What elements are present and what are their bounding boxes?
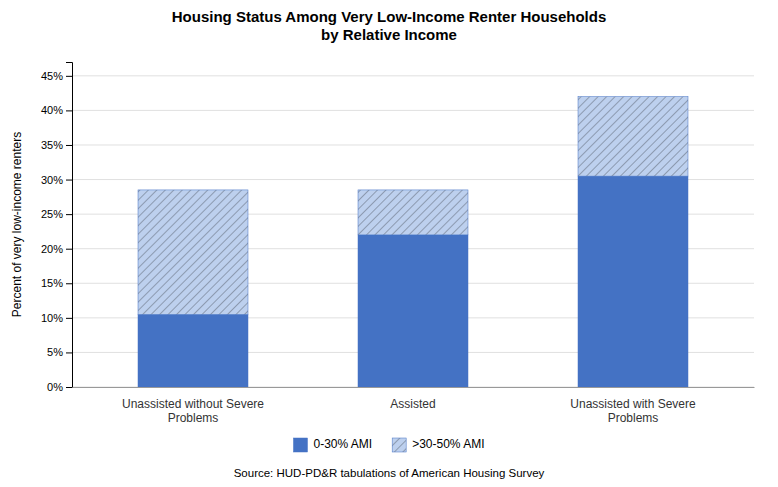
x-tick: Unassisted without SevereProblems (122, 387, 264, 425)
y-tick-mark (66, 145, 72, 146)
plot: 0% 5% 10% 15% 20% 25% 30% 35% 40% 45% Unassisted w… (41, 63, 755, 425)
bar (358, 235, 468, 387)
y-tick: 35% (41, 139, 72, 151)
x-axis: Unassisted without SevereProblems Assiste… (73, 387, 755, 425)
y-tick-mark (66, 214, 72, 215)
x-axis-line (73, 387, 755, 388)
x-tick-label: Unassisted with SevereProblems (570, 397, 696, 425)
y-tick: 25% (41, 208, 72, 220)
legend: 0-30% AMI >30-50% AMI (293, 437, 484, 452)
legend-swatch (392, 438, 406, 452)
y-tick-label: 20% (41, 243, 63, 255)
chart: 0% 5% 10% 15% 20% 25% 30% 35% 40% 45% Unassisted w… (0, 0, 778, 487)
x-tick-label: Assisted (390, 397, 435, 411)
y-tick: 40% (41, 104, 72, 116)
grid (72, 76, 754, 387)
x-tick: Assisted (390, 387, 435, 411)
bars (138, 97, 688, 387)
y-tick: 45% (41, 70, 72, 82)
y-axis: 0% 5% 10% 15% 20% 25% 30% 35% 40% 45% (41, 63, 73, 394)
legend-item: >30-50% AMI (392, 437, 484, 452)
y-tick-label: 10% (41, 312, 63, 324)
bar (578, 176, 688, 387)
bar (578, 97, 688, 177)
legend-item: 0-30% AMI (293, 437, 372, 452)
y-tick-mark (66, 180, 72, 181)
legend-label: 0-30% AMI (313, 437, 372, 451)
y-tick: 5% (47, 346, 72, 358)
y-tick-label: 35% (41, 139, 63, 151)
y-tick: 10% (41, 312, 72, 324)
title: Housing Status Among Very Low-Income Ren… (172, 8, 607, 43)
legend-swatch (293, 438, 307, 452)
y-tick: 15% (41, 277, 72, 289)
y-tick: 30% (41, 174, 72, 186)
bar (138, 314, 248, 387)
y-axis-title: Percent of very low-income renters (10, 132, 24, 317)
legend-label: >30-50% AMI (412, 437, 484, 451)
bar (138, 190, 248, 314)
y-tick-mark (66, 318, 72, 319)
y-tick-mark (66, 352, 72, 353)
y-tick-mark (66, 76, 72, 77)
y-tick: 20% (41, 243, 72, 255)
x-tick: Unassisted with SevereProblems (570, 387, 696, 425)
y-tick-label: 40% (41, 104, 63, 116)
y-tick-label: 30% (41, 174, 63, 186)
series (138, 97, 688, 315)
series (138, 176, 688, 387)
y-tick-mark (66, 249, 72, 250)
y-tick-mark (66, 387, 72, 388)
y-tick-label: 25% (41, 208, 63, 220)
x-tick-label: Unassisted without SevereProblems (122, 397, 264, 425)
grid-line (72, 75, 754, 76)
bar (358, 190, 468, 235)
y-tick-label: 0% (47, 381, 63, 393)
y-tick-mark (66, 283, 72, 284)
y-tick-label: 45% (41, 70, 63, 82)
y-tick-mark (66, 110, 72, 111)
y-tick: 0% (47, 381, 72, 393)
y-axis-line (66, 63, 73, 388)
y-tick-label: 15% (41, 277, 63, 289)
y-tick-label: 5% (47, 346, 63, 358)
source-note: Source: HUD-PD&R tabulations of American… (234, 467, 545, 479)
